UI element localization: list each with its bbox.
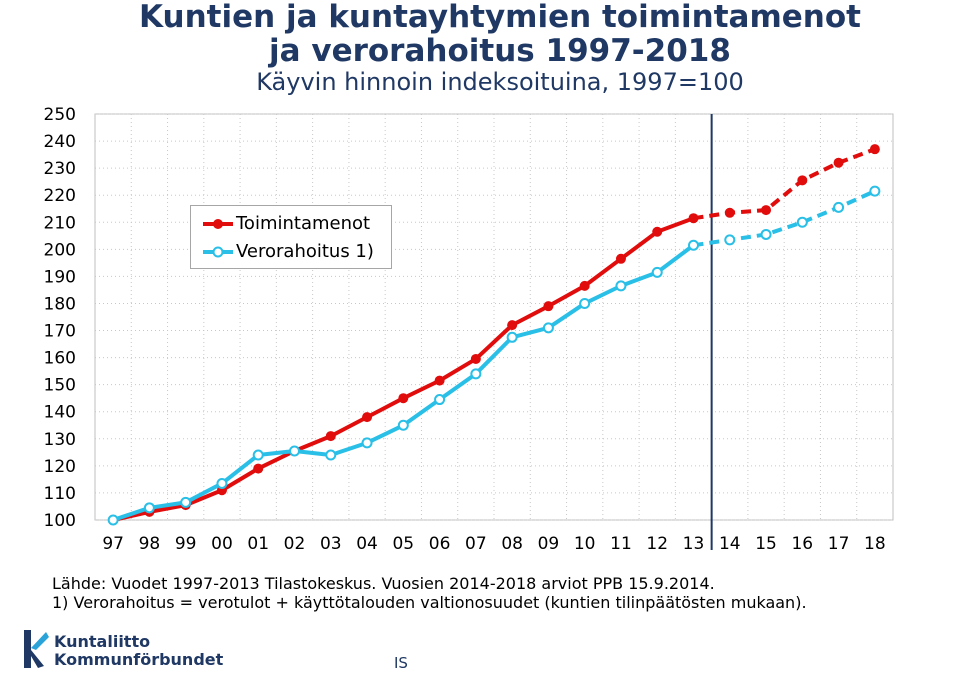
data-point (615, 253, 626, 264)
x-tick-label: 13 (683, 534, 705, 554)
x-tick-label: 97 (102, 534, 124, 554)
x-tick-label: 05 (392, 534, 414, 554)
data-point (470, 353, 481, 364)
data-point (143, 502, 155, 514)
x-tick-label: 06 (429, 534, 451, 554)
x-tick-label: 03 (320, 534, 342, 554)
data-point (107, 514, 119, 526)
data-point (797, 175, 808, 186)
chart-title-line2: ja verorahoitus 1997-2018 (269, 33, 731, 69)
data-point (362, 412, 373, 423)
data-point (761, 205, 772, 216)
source-note: Lähde: Vuodet 1997-2013 Tilastokeskus. V… (52, 574, 715, 593)
data-point (398, 393, 409, 404)
chart-subtitle: Käyvin hinnoin indeksoituina, 1997=100 (256, 68, 744, 96)
data-point (760, 228, 772, 240)
y-tick-label: 150 (44, 376, 76, 396)
data-point (361, 437, 373, 449)
data-point (615, 280, 627, 292)
y-tick-label: 110 (44, 484, 76, 504)
x-tick-label: 10 (574, 534, 596, 554)
x-tick-label: 01 (247, 534, 269, 554)
data-point (579, 280, 590, 291)
data-point (651, 266, 663, 278)
x-tick-label: 08 (501, 534, 523, 554)
y-tick-label: 250 (44, 105, 76, 125)
chart-title-line1: Kuntien ja kuntayhtymien toimintamenot (139, 0, 861, 35)
x-tick-label: 14 (719, 534, 741, 554)
y-tick-label: 200 (44, 240, 76, 260)
y-tick-label: 120 (44, 457, 76, 477)
x-tick-label: 09 (538, 534, 560, 554)
data-point (579, 297, 591, 309)
footer-initials: IS (394, 654, 408, 672)
x-tick-label: 16 (791, 534, 813, 554)
x-tick-label: 15 (755, 534, 777, 554)
series-line-1 (112, 243, 695, 522)
series-forecast-line-0 (693, 147, 876, 221)
legend-label: Toimintamenot (236, 213, 371, 234)
data-point (470, 368, 482, 380)
data-point (833, 157, 844, 168)
y-tick-label: 130 (44, 430, 76, 450)
data-point (724, 234, 736, 246)
x-tick-label: 99 (175, 534, 197, 554)
logo-text-line2: Kommunförbundet (54, 650, 224, 669)
data-point (724, 207, 735, 218)
data-point (325, 449, 337, 461)
x-tick-label: 12 (646, 534, 668, 554)
y-tick-label: 100 (44, 511, 76, 531)
x-tick-label: 00 (211, 534, 233, 554)
data-point (652, 226, 663, 237)
y-tick-label: 170 (44, 322, 76, 342)
y-tick-label: 240 (44, 132, 76, 152)
y-tick-label: 190 (44, 267, 76, 287)
x-tick-label: 02 (284, 534, 306, 554)
data-point (325, 431, 336, 442)
y-tick-label: 140 (44, 403, 76, 423)
data-point (253, 463, 264, 474)
y-tick-label: 210 (44, 213, 76, 233)
data-point (869, 185, 881, 197)
data-point (434, 375, 445, 386)
footnote: 1) Verorahoitus = verotulot + käyttötalo… (52, 593, 807, 612)
legend-swatch-red-line-icon (203, 219, 233, 229)
y-tick-label: 180 (44, 294, 76, 314)
legend-swatch-cyan-line-icon (203, 246, 233, 258)
data-point (833, 201, 845, 213)
x-tick-label: 17 (828, 534, 850, 554)
x-tick-label: 07 (465, 534, 487, 554)
data-point (434, 394, 446, 406)
data-point (542, 322, 554, 334)
legend-label: Verorahoitus 1) (236, 241, 374, 262)
x-tick-label: 18 (864, 534, 886, 554)
data-point (796, 216, 808, 228)
x-tick-label: 98 (139, 534, 161, 554)
kuntaliitto-logo-mark-icon (24, 630, 49, 668)
data-point (397, 419, 409, 431)
y-tick-label: 220 (44, 186, 76, 206)
y-tick-label: 230 (44, 159, 76, 179)
data-point (180, 496, 192, 508)
y-tick-label: 160 (44, 349, 76, 369)
chart-legend: Toimintamenot Verorahoitus 1) (190, 205, 392, 269)
data-point (216, 477, 228, 489)
data-point (869, 144, 880, 155)
kuntaliitto-logo: Kuntaliitto Kommunförbundet (22, 628, 224, 673)
x-tick-label: 04 (356, 534, 378, 554)
data-point (506, 331, 518, 343)
data-point (688, 213, 699, 224)
x-tick-label: 11 (610, 534, 632, 554)
data-point (507, 320, 518, 331)
data-point (289, 445, 300, 457)
data-point (688, 239, 699, 251)
data-point (252, 449, 264, 461)
logo-text-line1: Kuntaliitto (54, 632, 151, 651)
data-point (543, 301, 554, 312)
